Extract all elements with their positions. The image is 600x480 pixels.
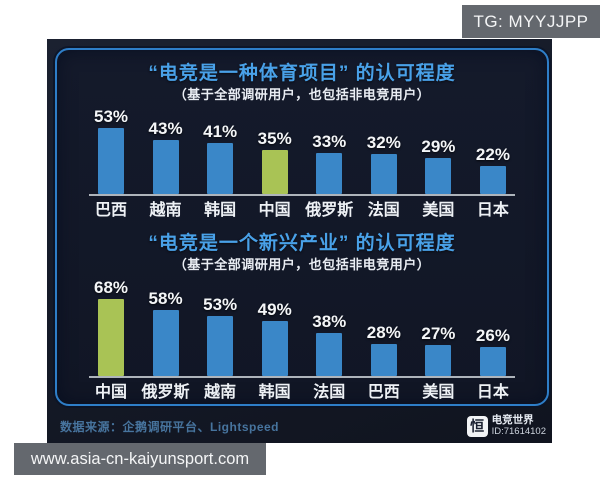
bar-column: 53%	[194, 294, 246, 376]
bar-value-label: 41%	[203, 122, 238, 141]
bar-value-label: 29%	[421, 137, 456, 156]
category-label: 中国	[258, 202, 291, 219]
bar	[316, 153, 343, 194]
logo-caption: 电竞世界 ID:71614102	[491, 414, 546, 438]
bar-column: 22%	[467, 144, 519, 194]
bar-column: 68%	[85, 277, 137, 376]
bar-column: 49%	[249, 299, 301, 376]
bar-value-label: 68%	[93, 278, 129, 297]
category-label: 中国	[94, 384, 127, 401]
bar-highlighted	[98, 299, 124, 376]
bar-value-label: 43%	[148, 119, 183, 138]
category-label: 越南	[204, 384, 237, 401]
bar	[152, 310, 179, 376]
infographic-image: “电竞是一种体育项目” 的认可程度 （基于全部调研用户，也包括非电竞用户） 53…	[47, 39, 552, 443]
x-axis-line	[89, 376, 515, 378]
bar-column: 33%	[303, 131, 355, 194]
bar-column: 26%	[467, 325, 519, 376]
logo-name: 电竞世界	[491, 414, 534, 426]
bar-value-label: 27%	[421, 324, 456, 343]
chart-sports-recognition: “电竞是一种体育项目” 的认可程度 （基于全部调研用户，也包括非电竞用户） 53…	[77, 62, 527, 224]
category-labels-row: 中国 俄罗斯 越南 韩国 法国 巴西 美国 日本	[77, 382, 527, 404]
bar-value-label: 22%	[475, 145, 510, 164]
watermark-telegram: TG: MYYJJPP	[462, 5, 600, 38]
bar-value-label: 49%	[257, 300, 292, 319]
bar-column: 43%	[140, 118, 192, 194]
bar-column: 28%	[358, 322, 410, 376]
bar-column: 53%	[85, 106, 137, 194]
chart-industry-recognition: “电竞是一个新兴产业” 的认可程度 （基于全部调研用户，也包括非电竞用户） 68…	[77, 232, 527, 404]
bar	[479, 347, 506, 376]
bar	[425, 345, 452, 376]
data-source-text: 数据来源：企鹅调研平台、Lightspeed	[60, 419, 280, 434]
bar-column: 32%	[358, 132, 410, 194]
bar-value-label: 53%	[203, 295, 238, 314]
category-label: 美国	[422, 202, 455, 219]
category-label: 美国	[422, 384, 455, 401]
category-label: 俄罗斯	[141, 384, 190, 401]
bar	[207, 316, 234, 376]
chart-subtitle: （基于全部调研用户，也包括非电竞用户）	[173, 257, 431, 272]
watermark-url: www.asia-cn-kaiyunsport.com	[14, 443, 266, 475]
chart-panel: “电竞是一种体育项目” 的认可程度 （基于全部调研用户，也包括非电竞用户） 53…	[55, 48, 549, 406]
bar-column: 29%	[412, 136, 464, 194]
bar-value-label: 28%	[366, 323, 401, 342]
logo-id: ID:71614102	[491, 426, 546, 437]
bar-column: 38%	[303, 311, 355, 376]
bar-value-label: 58%	[148, 289, 183, 308]
bar-plot: 53% 43% 41% 35% 33% 32% 29% 22%	[77, 106, 527, 194]
category-label: 法国	[367, 202, 400, 219]
category-label: 越南	[149, 202, 182, 219]
x-axis-line	[89, 194, 515, 196]
category-label: 韩国	[258, 384, 291, 401]
bar-value-label: 26%	[475, 326, 510, 345]
category-label: 巴西	[367, 384, 400, 401]
bar-highlighted	[261, 150, 288, 194]
bar	[425, 158, 452, 194]
bar	[98, 128, 124, 194]
category-label: 法国	[313, 384, 346, 401]
bar	[370, 344, 397, 376]
category-label: 日本	[476, 384, 509, 401]
bar	[261, 321, 288, 376]
chart-title: “电竞是一种体育项目” 的认可程度	[148, 63, 456, 84]
bar	[152, 140, 179, 194]
bar-column: 35%	[249, 128, 301, 194]
bar-value-label: 32%	[366, 133, 401, 152]
bar	[370, 154, 397, 194]
bar-value-label: 53%	[93, 107, 129, 126]
bar-column: 58%	[140, 288, 192, 376]
bar-plot: 68% 58% 53% 49% 38% 28% 27% 26%	[77, 276, 527, 376]
bar-value-label: 33%	[312, 132, 347, 151]
category-label: 日本	[476, 202, 509, 219]
bar	[316, 333, 343, 376]
category-label: 韩国	[204, 202, 237, 219]
category-labels-row: 巴西 越南 韩国 中国 俄罗斯 法国 美国 日本	[77, 200, 527, 224]
bar-value-label: 35%	[257, 129, 292, 148]
bar	[207, 143, 234, 194]
photo-footer: 数据来源：企鹅调研平台、Lightspeed 恒 电竞世界 ID:7161410…	[60, 413, 546, 439]
chart-subtitle: （基于全部调研用户，也包括非电竞用户）	[173, 87, 431, 102]
esports-world-logo: 恒 电竞世界 ID:71614102	[466, 414, 546, 438]
bar-column: 41%	[194, 121, 246, 194]
category-label: 巴西	[94, 202, 127, 219]
bar	[479, 166, 506, 194]
chart-title: “电竞是一个新兴产业” 的认可程度	[148, 233, 456, 254]
bar-column: 27%	[412, 323, 464, 376]
category-label: 俄罗斯	[305, 202, 354, 219]
esports-world-logo-icon: 恒	[466, 415, 488, 437]
bar-value-label: 38%	[312, 312, 347, 331]
